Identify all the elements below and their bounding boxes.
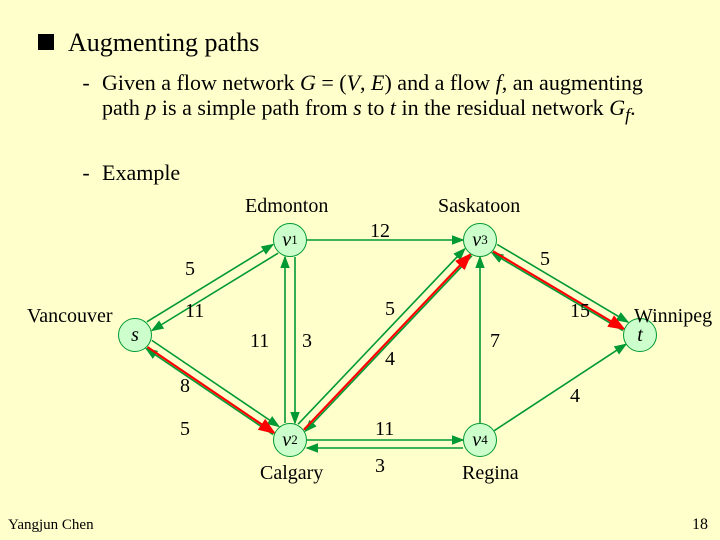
edge-weight: 5 (385, 298, 395, 321)
square-bullet-icon (38, 34, 54, 50)
edge-weight: 4 (385, 348, 395, 371)
edge-weight: 3 (302, 330, 312, 353)
city-label-t: Winnipeg (634, 305, 712, 328)
edge-weight: 4 (570, 385, 580, 408)
edge-weight: 12 (370, 220, 390, 243)
edge-weight: 11 (185, 300, 204, 323)
node-v3: v3 (463, 223, 497, 257)
edge-weight: 7 (490, 330, 500, 353)
dash-icon: - (80, 70, 92, 95)
city-label-v2: Calgary (260, 462, 323, 485)
node-v4: v4 (463, 423, 497, 457)
sub-bullet-2: - Example (80, 160, 180, 185)
node-v2: v2 (273, 423, 307, 457)
slide-root: Augmenting paths - Given a flow network … (0, 0, 720, 540)
city-label-v4: Regina (462, 462, 519, 485)
city-label-s: Vancouver (27, 305, 113, 328)
bullet-main: Augmenting paths (38, 28, 259, 58)
edge-weight: 15 (570, 300, 590, 323)
edge-weight: 3 (375, 455, 385, 478)
node-v1: v1 (273, 223, 307, 257)
node-s: s (118, 318, 152, 352)
sub1-text: Given a flow network G = (V, E) and a fl… (102, 70, 672, 126)
city-label-v3: Saskatoon (438, 195, 520, 218)
heading-title: Augmenting paths (68, 28, 259, 58)
sub-bullet-1: - Given a flow network G = (V, E) and a … (80, 70, 672, 126)
edge-weight: 11 (250, 330, 269, 353)
footer-author: Yangjun Chen (8, 517, 94, 534)
footer-page: 18 (692, 516, 708, 534)
edge-weight: 11 (375, 418, 394, 441)
dash-icon: - (80, 160, 92, 185)
edge-weight: 5 (185, 258, 195, 281)
city-label-v1: Edmonton (245, 195, 328, 218)
edge-weight: 5 (540, 248, 550, 271)
edge-weight: 8 (180, 375, 190, 398)
sub2-text: Example (102, 160, 180, 185)
edge-weight: 5 (180, 418, 190, 441)
